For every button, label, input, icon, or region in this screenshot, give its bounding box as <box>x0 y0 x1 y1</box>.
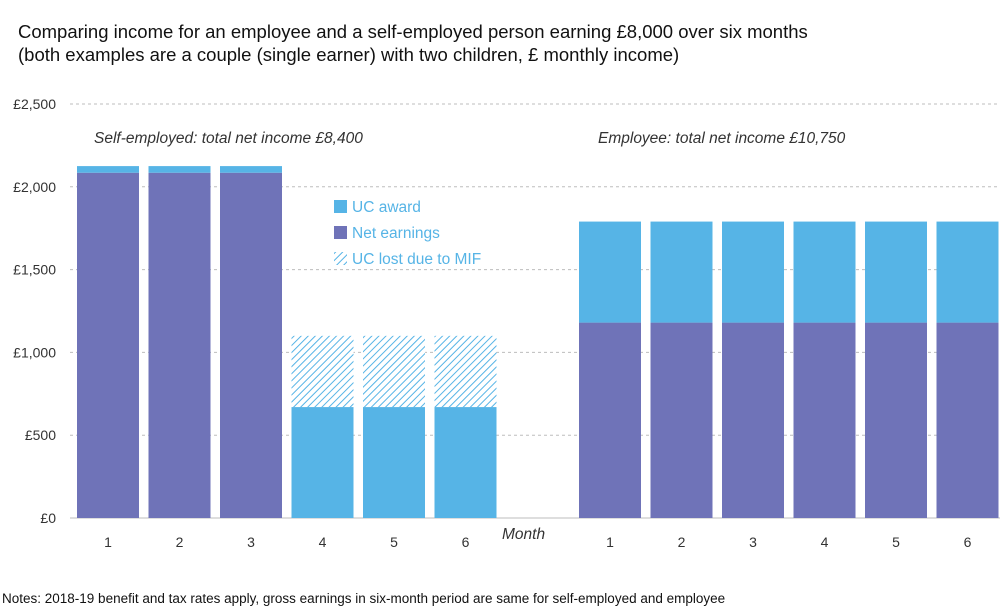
bar-segment-uc-award <box>363 407 425 518</box>
bars <box>77 166 999 518</box>
legend: UC award Net earnings UC lost due to MIF <box>334 199 481 268</box>
self-employed-annotation: Self-employed: total net income £8,400 <box>94 130 363 147</box>
x-tick-label: 2 <box>678 534 686 550</box>
legend-label-uc-award: UC award <box>352 199 421 216</box>
x-tick-label: 4 <box>821 534 829 550</box>
x-axis-label: Month <box>502 526 545 543</box>
x-tick-label: 3 <box>749 534 757 550</box>
bar-segment-uc-award <box>579 221 641 323</box>
bar-segment-uc-award <box>865 221 927 323</box>
bar-segment-net-earnings <box>148 172 211 518</box>
employee-annotation: Employee: total net income £10,750 <box>598 130 846 147</box>
bar-segment-net-earnings <box>936 322 999 518</box>
bar-segment-uc-award <box>722 221 784 323</box>
bar-segment-uc-lost-due-to-mif <box>363 335 425 408</box>
bar-segment-net-earnings <box>77 172 139 518</box>
bar-segment-uc-award <box>291 407 354 518</box>
bar-segment-net-earnings <box>865 322 927 518</box>
x-tick-label: 3 <box>247 534 255 550</box>
legend-label-uc-lost: UC lost due to MIF <box>352 251 481 268</box>
x-tick-label: 1 <box>104 534 112 550</box>
bar-segment-uc-award <box>650 221 713 323</box>
y-axis-tick-labels: £0 £500 £1,000 £1,500 £2,000 £2,500 <box>13 96 56 526</box>
legend-swatch-net-earnings <box>334 226 347 239</box>
y-tick-label: £0 <box>40 510 56 526</box>
y-tick-label: £1,000 <box>13 344 56 360</box>
bar-segment-net-earnings <box>579 322 641 518</box>
bar-segment-uc-award <box>434 407 497 518</box>
x-tick-label: 5 <box>892 534 900 550</box>
bar-segment-net-earnings <box>220 172 282 518</box>
x-axis-tick-labels: 1 2 3 4 5 6 1 2 3 4 5 6 <box>104 534 972 550</box>
x-tick-label: 6 <box>462 534 470 550</box>
y-tick-label: £500 <box>25 427 56 443</box>
bar-segment-uc-award <box>220 166 282 173</box>
chart-notes: Notes: 2018-19 benefit and tax rates app… <box>2 591 726 606</box>
income-comparison-chart: £0 £500 £1,000 £1,500 £2,000 £2,500 1 2 3 4 5 6 1 2 3… <box>13 96 1000 550</box>
bar-segment-uc-award <box>793 221 856 323</box>
bar-segment-uc-lost-due-to-mif <box>434 335 497 408</box>
legend-label-net-earnings: Net earnings <box>352 225 440 242</box>
chart-title-line-1: Comparing income for an employee and a s… <box>18 21 808 42</box>
bar-segment-net-earnings <box>793 322 856 518</box>
legend-swatch-uc-lost <box>334 252 347 265</box>
bar-segment-uc-award <box>148 166 211 173</box>
x-tick-label: 2 <box>176 534 184 550</box>
bar-segment-net-earnings <box>650 322 713 518</box>
x-tick-label: 1 <box>606 534 614 550</box>
bar-segment-uc-award <box>936 221 999 323</box>
bar-segment-net-earnings <box>722 322 784 518</box>
y-tick-label: £2,500 <box>13 96 56 112</box>
chart-title-line-2: (both examples are a couple (single earn… <box>18 44 680 65</box>
bar-segment-uc-lost-due-to-mif <box>291 335 354 408</box>
x-tick-label: 4 <box>319 534 327 550</box>
x-tick-label: 5 <box>390 534 398 550</box>
legend-swatch-uc-award <box>334 200 347 213</box>
bar-segment-uc-award <box>77 166 139 173</box>
y-tick-label: £1,500 <box>13 262 56 278</box>
x-tick-label: 6 <box>964 534 972 550</box>
y-tick-label: £2,000 <box>13 179 56 195</box>
chart-title: Comparing income for an employee and a s… <box>18 20 998 66</box>
